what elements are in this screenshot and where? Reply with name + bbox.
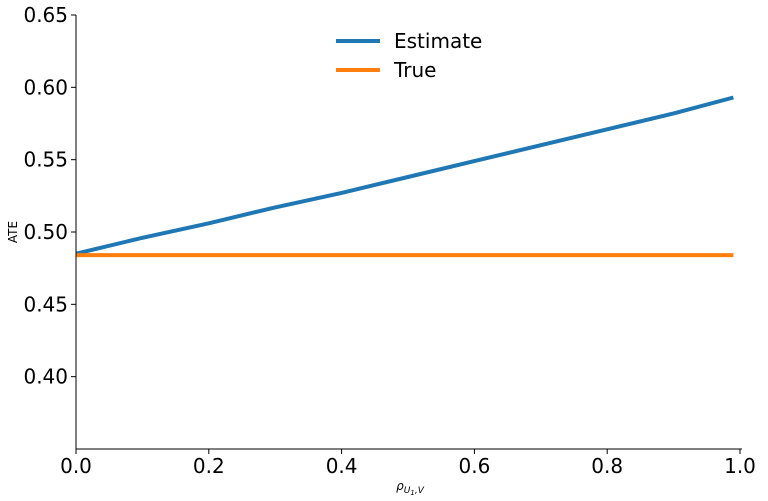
- legend: Estimate True: [336, 29, 482, 82]
- x-tick-label: 0.4: [326, 454, 358, 478]
- series-line-estimate: [75, 95, 734, 256]
- x-axis-label-subscript: U: [404, 486, 411, 496]
- y-tick-label: 0.45: [23, 292, 68, 316]
- y-tick-label: 0.50: [23, 220, 68, 244]
- x-axis-label-subsubscript: 1: [410, 489, 414, 497]
- x-axis-label-symbol: ρ: [396, 479, 404, 493]
- legend-label-estimate: Estimate: [394, 29, 482, 53]
- y-axis-label: ATE: [6, 221, 20, 243]
- x-tick-label: 0.0: [60, 454, 92, 478]
- x-tick-label: 1.0: [724, 454, 756, 478]
- x-ticks: 0.0 0.2 0.4 0.6 0.8 1.0: [60, 449, 756, 478]
- x-tick-label: 0.8: [591, 454, 623, 478]
- y-tick-label: 0.60: [23, 75, 68, 99]
- y-tick-label: 0.65: [23, 3, 68, 27]
- legend-label-true: True: [393, 58, 436, 82]
- x-tick-label: 0.6: [458, 454, 490, 478]
- x-tick-label: 0.2: [193, 454, 225, 478]
- y-tick-label: 0.55: [23, 148, 68, 172]
- x-axis-label-subscript-rest: ,V: [415, 486, 425, 496]
- y-ticks: 0.40 0.45 0.50 0.55 0.60 0.65: [23, 3, 76, 389]
- y-tick-label: 0.40: [23, 365, 68, 389]
- series-layer: [75, 95, 734, 258]
- x-axis-label: ρU1,V: [396, 479, 425, 497]
